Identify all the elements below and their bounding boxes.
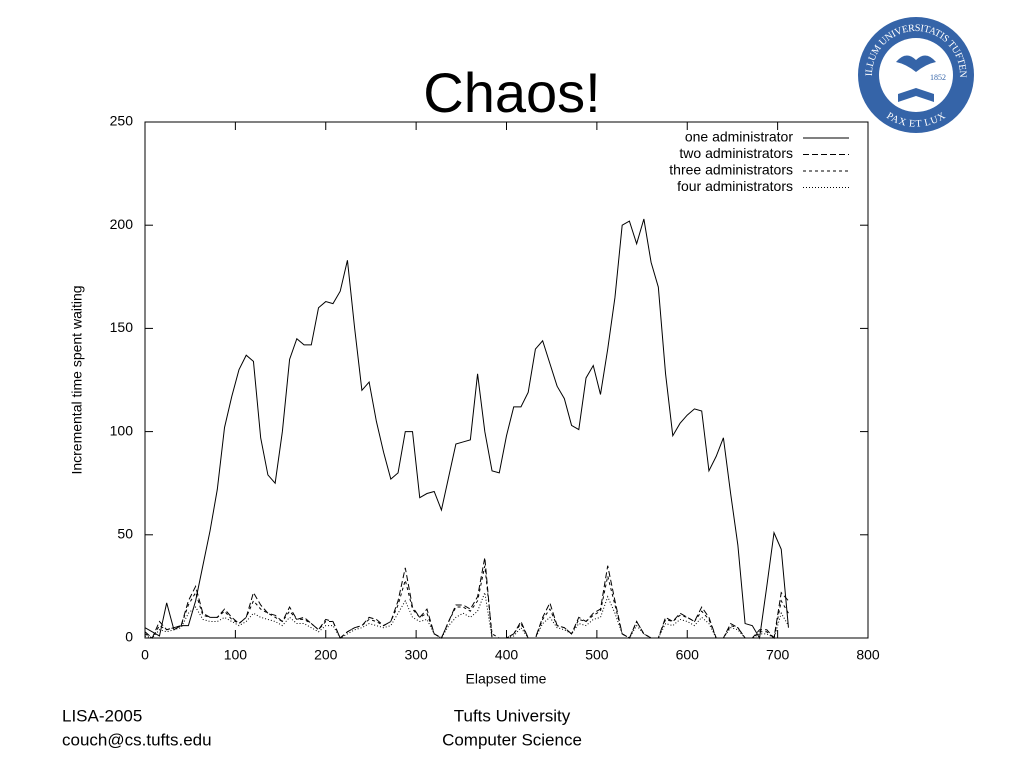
x-tick-label: 100	[224, 647, 248, 663]
y-tick-label: 0	[125, 629, 133, 645]
x-tick-label: 0	[141, 647, 149, 663]
legend-label: two administrators	[679, 145, 793, 161]
slide-title: Chaos!	[423, 61, 600, 124]
series-line	[144, 565, 789, 639]
seal-dove	[896, 55, 936, 72]
y-tick-label: 200	[110, 216, 134, 232]
x-tick-label: 800	[856, 647, 880, 663]
chart: Elapsed time Incremental time spent wait…	[69, 113, 880, 687]
series-line	[144, 218, 789, 640]
y-tick-label: 50	[117, 526, 133, 542]
footer-left-line: couch@cs.tufts.edu	[62, 730, 212, 749]
x-tick-label: 600	[676, 647, 700, 663]
footer-center-line: Computer Science	[442, 730, 582, 749]
series-line	[144, 557, 789, 640]
seal-year: 1852	[930, 73, 946, 82]
x-axis-label: Elapsed time	[466, 671, 547, 687]
legend-label: four administrators	[677, 178, 793, 194]
legend-label: three administrators	[669, 162, 793, 178]
y-tick-label: 250	[110, 113, 134, 129]
x-tick-label: 500	[585, 647, 609, 663]
footer-left-line: LISA-2005	[62, 706, 142, 725]
x-tick-label: 300	[404, 647, 428, 663]
y-axis-label: Incremental time spent waiting	[69, 285, 85, 474]
legend-label: one administrator	[685, 129, 794, 145]
seal-inner	[879, 38, 953, 112]
y-tick-label: 150	[110, 319, 134, 335]
x-tick-label: 400	[495, 647, 519, 663]
footer-center-line: Tufts University	[454, 706, 571, 725]
y-tick-label: 100	[110, 422, 134, 438]
seal-book	[898, 88, 934, 102]
x-tick-label: 700	[766, 647, 790, 663]
x-tick-label: 200	[314, 647, 338, 663]
series-line	[144, 590, 789, 639]
